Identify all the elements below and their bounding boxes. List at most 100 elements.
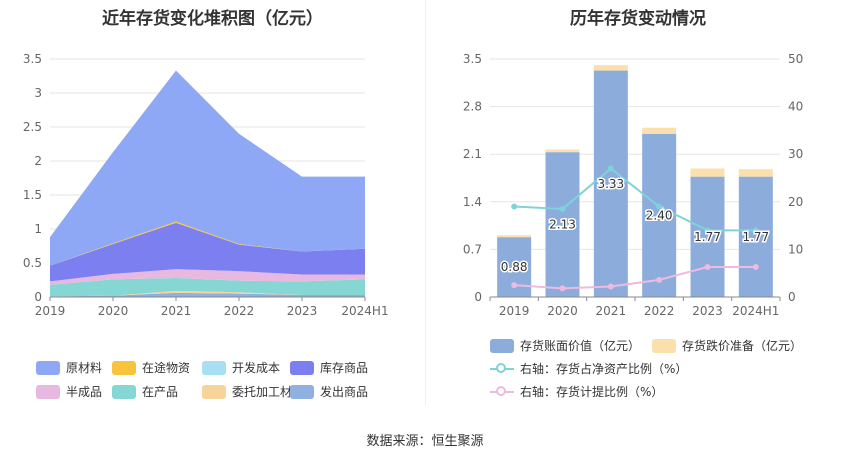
area-series-半成品: [50, 269, 365, 285]
legend-label: 存货账面价值（亿元）: [520, 339, 641, 353]
x-tick-label: 2020: [98, 304, 129, 318]
legend-item[interactable]: 在产品: [112, 383, 178, 400]
area-series-委托加工材料: [50, 290, 365, 297]
left-chart-title: 近年存货变化堆积图（亿元）: [102, 9, 323, 29]
y2-tick-label: 30: [788, 147, 803, 161]
bar-line-combo-chart: 0 0.7 1.4 2.1 2.8 3.5 0 10 20 30 40 50 0.88 2.13 3.33 2…: [463, 52, 803, 318]
right-chart-title: 历年存货变动情况: [570, 9, 706, 29]
legend-item[interactable]: 发出商品: [290, 383, 368, 400]
bar-book-value: [642, 133, 677, 297]
legend-item-net-asset-ratio[interactable]: 右轴：存货占净资产比例（%）: [490, 360, 687, 377]
bar-book-value: [545, 152, 580, 297]
stacked-area-chart: 0 0.5 1 1.5 2 2.5 3 3.5 2019 2020 2021 2022 2023 2024…: [23, 52, 389, 318]
legend-item-book-value[interactable]: 存货账面价值（亿元）: [490, 337, 640, 354]
point-net-asset-ratio: [704, 227, 711, 234]
legend-label: 库存商品: [320, 361, 369, 375]
legend-swatch: [202, 384, 226, 399]
y-tick-label: 3.5: [463, 52, 482, 66]
legend-label: 开发成本: [232, 361, 281, 375]
legend-item[interactable]: 原材料: [36, 359, 102, 376]
legend-line-swatch: [490, 385, 514, 399]
area-series-发出商品: [50, 292, 365, 297]
bar-impairment: [545, 149, 580, 153]
point-provision-ratio: [656, 276, 663, 283]
left-chart-panel: 近年存货变化堆积图（亿元） 0 0.5 1 1.5 2 2.5 3 3.5 2019 2020 20…: [0, 0, 425, 420]
bar-data-label: 1.77: [694, 230, 721, 244]
area-series-库存商品: [50, 222, 365, 282]
point-net-asset-ratio: [656, 203, 663, 210]
bar-data-label: 3.33: [597, 177, 624, 191]
legend-label: 右轴：存货计提比例（%）: [520, 385, 664, 399]
legend-label: 半成品: [66, 385, 103, 399]
legend-label: 在产品: [142, 385, 179, 399]
area-series-原材料: [50, 70, 365, 266]
bar-data-label: 0.88: [501, 260, 528, 274]
y2-tick-label: 20: [788, 195, 803, 209]
y-tick-label: 1: [34, 222, 42, 236]
legend-item[interactable]: 开发成本: [202, 359, 280, 376]
legend-item[interactable]: 半成品: [36, 383, 102, 400]
y-tick-label: 2.5: [23, 120, 42, 134]
y-tick-label: 1.4: [463, 195, 482, 209]
x-tick-label: 2019: [499, 304, 530, 318]
legend-swatch: [290, 360, 314, 375]
x-tick-label: 2023: [692, 304, 723, 318]
x-tick-label: 2022: [224, 304, 255, 318]
legend-label: 在途物资: [142, 361, 191, 375]
y-tick-label: 0.5: [23, 256, 42, 270]
legend-item[interactable]: 在途物资: [112, 359, 190, 376]
y-tick-label: 2.8: [463, 100, 482, 114]
point-net-asset-ratio: [752, 227, 759, 234]
y-tick-label: 0: [34, 290, 42, 304]
bar-data-label: 2.13: [549, 218, 576, 232]
bar-impairment: [593, 65, 628, 71]
legend-swatch: [36, 384, 60, 399]
legend-item[interactable]: 委托加工材料: [202, 383, 304, 400]
point-net-asset-ratio: [607, 165, 614, 172]
legend-swatch: [290, 384, 314, 399]
legend-label: 发出商品: [320, 385, 369, 399]
y2-tick-label: 0: [788, 290, 796, 304]
point-provision-ratio: [559, 285, 566, 292]
point-net-asset-ratio: [559, 205, 566, 212]
legend-label: 存货跌价准备（亿元）: [682, 339, 803, 353]
legend-line-swatch: [490, 362, 514, 376]
line-net-asset-ratio: [514, 167, 756, 232]
bar-book-value: [690, 176, 725, 297]
y2-tick-label: 50: [788, 52, 803, 66]
bar-impairment: [497, 235, 532, 238]
x-tick-label: 2023: [287, 304, 318, 318]
y-tick-label: 3.5: [23, 52, 42, 66]
panel-divider: [425, 0, 426, 405]
legend-swatch: [490, 338, 514, 353]
y-tick-label: 3: [34, 86, 42, 100]
point-provision-ratio: [752, 264, 759, 271]
bar-impairment: [642, 127, 677, 134]
x-tick-label: 2021: [161, 304, 192, 318]
y-tick-label: 0: [474, 290, 482, 304]
legend-label: 原材料: [66, 361, 103, 375]
area-series-在产品: [50, 277, 365, 297]
legend-item[interactable]: 库存商品: [290, 359, 368, 376]
point-provision-ratio: [511, 282, 518, 289]
bar-data-label: 1.77: [742, 230, 769, 244]
legend-item-impairment[interactable]: 存货跌价准备（亿元）: [652, 337, 802, 354]
x-tick-label: 2020: [547, 304, 578, 318]
x-tick-label: 2024H1: [732, 304, 779, 318]
point-net-asset-ratio: [511, 203, 518, 210]
bar-data-label: 2.40: [646, 208, 673, 222]
x-tick-label: 2021: [596, 304, 627, 318]
legend-swatch: [112, 360, 136, 375]
y2-tick-label: 40: [788, 100, 803, 114]
y-tick-label: 2: [34, 154, 42, 168]
bar-book-value: [738, 176, 773, 297]
y-tick-label: 1.5: [23, 188, 42, 202]
bar-impairment: [690, 168, 725, 177]
legend-item-provision-ratio[interactable]: 右轴：存货计提比例（%）: [490, 383, 663, 400]
point-provision-ratio: [704, 264, 711, 271]
legend-swatch: [36, 360, 60, 375]
data-source: 数据来源：恒生聚源: [366, 434, 484, 449]
line-provision-ratio: [514, 266, 756, 290]
legend-label: 右轴：存货占净资产比例（%）: [520, 362, 688, 376]
bar-book-value: [593, 70, 628, 297]
